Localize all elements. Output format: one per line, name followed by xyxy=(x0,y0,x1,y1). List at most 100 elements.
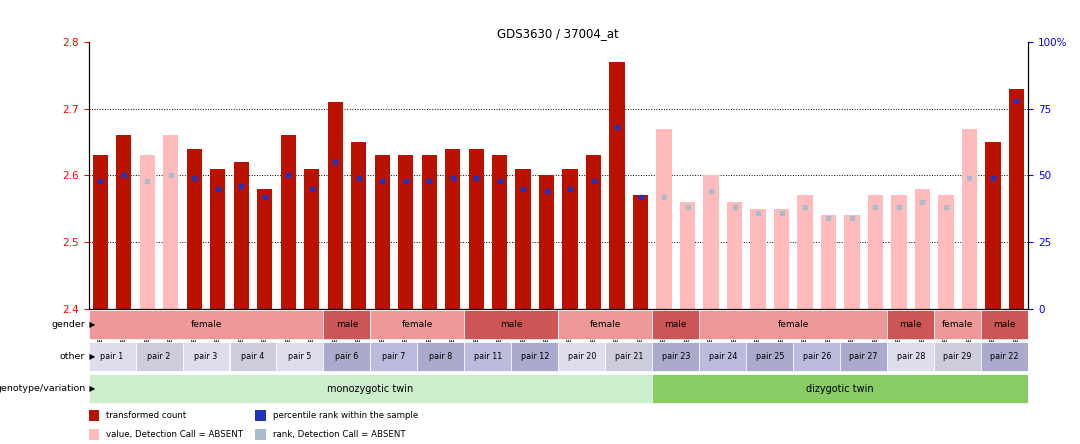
Bar xyxy=(93,155,108,309)
Bar xyxy=(89,374,652,403)
Bar xyxy=(934,310,982,339)
Bar xyxy=(700,342,746,371)
Bar xyxy=(981,310,1028,339)
Bar xyxy=(351,142,366,309)
Text: pair 26: pair 26 xyxy=(802,352,831,361)
Bar xyxy=(891,195,906,309)
Text: pair 12: pair 12 xyxy=(521,352,549,361)
Text: other: other xyxy=(60,352,85,361)
Text: ▶: ▶ xyxy=(87,352,96,361)
Bar xyxy=(962,129,977,309)
Text: dizygotic twin: dizygotic twin xyxy=(807,384,874,393)
Text: male: male xyxy=(900,320,922,329)
Bar xyxy=(327,102,342,309)
Bar xyxy=(845,215,860,309)
Bar xyxy=(421,155,436,309)
Bar xyxy=(233,162,248,309)
Bar xyxy=(324,310,370,339)
Bar xyxy=(464,342,512,371)
Bar xyxy=(464,310,558,339)
Bar xyxy=(515,169,530,309)
Bar xyxy=(821,215,836,309)
Bar xyxy=(163,135,178,309)
Bar xyxy=(746,342,793,371)
Bar xyxy=(399,155,414,309)
Bar xyxy=(187,149,202,309)
Bar xyxy=(586,155,602,309)
Bar xyxy=(539,175,554,309)
Bar xyxy=(255,429,266,440)
Bar xyxy=(89,342,136,371)
Text: male: male xyxy=(500,320,523,329)
Bar xyxy=(840,342,888,371)
Bar xyxy=(981,342,1028,371)
Text: female: female xyxy=(778,320,809,329)
Bar xyxy=(915,189,930,309)
Bar xyxy=(868,195,883,309)
Bar xyxy=(652,342,700,371)
Bar xyxy=(469,149,484,309)
Bar xyxy=(136,342,183,371)
Bar xyxy=(89,410,99,421)
Bar xyxy=(1009,89,1024,309)
Text: pair 23: pair 23 xyxy=(662,352,690,361)
Text: male: male xyxy=(664,320,687,329)
Bar xyxy=(492,155,508,309)
Bar xyxy=(276,342,324,371)
Bar xyxy=(652,310,700,339)
Text: pair 3: pair 3 xyxy=(194,352,218,361)
Text: transformed count: transformed count xyxy=(106,411,187,420)
Text: value, Detection Call = ABSENT: value, Detection Call = ABSENT xyxy=(106,430,243,439)
Text: genotype/variation: genotype/variation xyxy=(0,384,85,393)
Text: pair 1: pair 1 xyxy=(100,352,124,361)
Bar xyxy=(563,169,578,309)
Bar xyxy=(305,169,320,309)
Bar xyxy=(888,342,934,371)
Text: pair 28: pair 28 xyxy=(896,352,924,361)
Text: pair 24: pair 24 xyxy=(708,352,737,361)
Bar xyxy=(793,342,840,371)
Bar xyxy=(700,310,887,339)
Bar xyxy=(512,342,558,371)
Text: male: male xyxy=(994,320,1016,329)
Bar xyxy=(324,342,370,371)
Bar xyxy=(139,155,154,309)
Text: ▶: ▶ xyxy=(87,320,96,329)
Title: GDS3630 / 37004_at: GDS3630 / 37004_at xyxy=(498,27,619,40)
Text: pair 25: pair 25 xyxy=(756,352,784,361)
Bar xyxy=(703,175,718,309)
Bar xyxy=(558,342,605,371)
Bar xyxy=(727,202,742,309)
Bar xyxy=(939,195,954,309)
Bar xyxy=(183,342,229,371)
Text: female: female xyxy=(190,320,221,329)
Bar xyxy=(657,129,672,309)
Text: ▶: ▶ xyxy=(87,384,96,393)
Bar xyxy=(417,342,464,371)
Bar xyxy=(370,310,464,339)
Text: pair 22: pair 22 xyxy=(990,352,1018,361)
Bar xyxy=(751,209,766,309)
Text: female: female xyxy=(590,320,621,329)
Text: gender: gender xyxy=(52,320,85,329)
Text: pair 21: pair 21 xyxy=(615,352,643,361)
Text: pair 6: pair 6 xyxy=(335,352,359,361)
Text: pair 2: pair 2 xyxy=(147,352,171,361)
Text: pair 8: pair 8 xyxy=(429,352,453,361)
Text: pair 7: pair 7 xyxy=(382,352,406,361)
Bar xyxy=(257,189,272,309)
Text: pair 20: pair 20 xyxy=(568,352,596,361)
Bar xyxy=(117,135,132,309)
Bar xyxy=(797,195,812,309)
Text: rank, Detection Call = ABSENT: rank, Detection Call = ABSENT xyxy=(273,430,405,439)
Text: pair 29: pair 29 xyxy=(944,352,972,361)
Text: pair 5: pair 5 xyxy=(288,352,312,361)
Text: pair 11: pair 11 xyxy=(474,352,502,361)
Bar xyxy=(229,342,276,371)
Bar xyxy=(934,342,982,371)
Bar xyxy=(281,135,296,309)
Bar xyxy=(652,374,1028,403)
Bar xyxy=(985,142,1000,309)
Bar xyxy=(558,310,652,339)
Bar xyxy=(680,202,696,309)
